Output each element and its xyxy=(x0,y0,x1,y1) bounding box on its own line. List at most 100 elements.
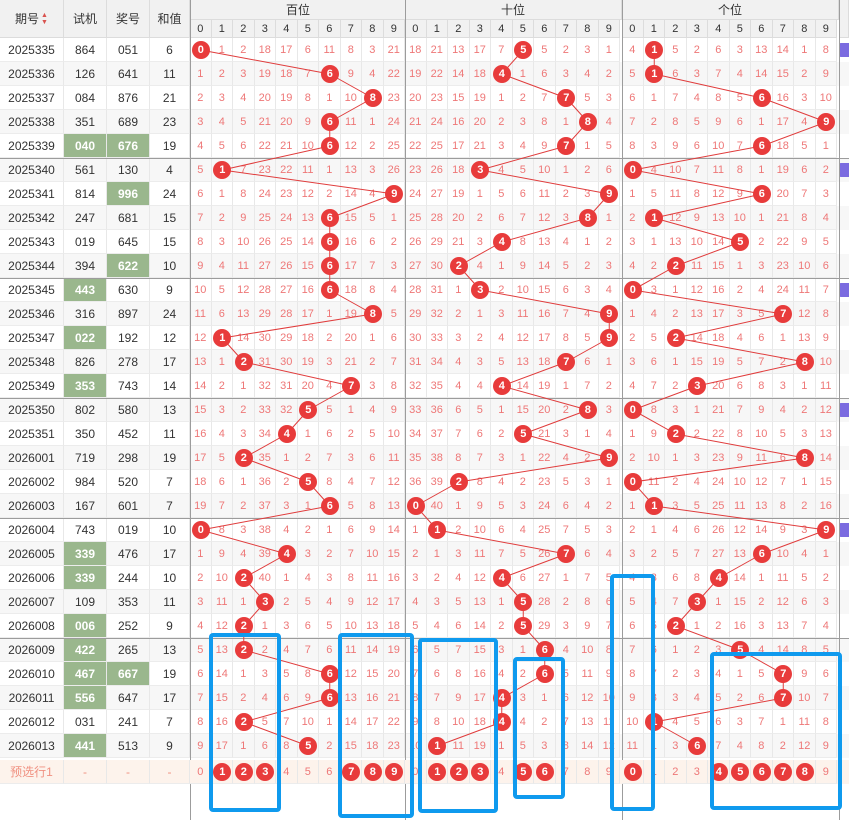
miss-count-cell: 4 xyxy=(598,278,620,302)
miss-count-cell: 9 xyxy=(815,326,837,350)
prediction-cell[interactable]: 8 xyxy=(577,760,599,784)
miss-count-cell: 1 xyxy=(555,110,577,134)
miss-count-cell: 8 xyxy=(555,326,577,350)
issue-cell: 2025339 xyxy=(0,134,64,158)
miss-count-cell: 4 xyxy=(362,62,384,86)
miss-count-cell: 24 xyxy=(534,494,556,518)
miss-count-cell: 1 xyxy=(794,374,816,398)
miss-count-cell: 27 xyxy=(426,182,448,206)
miss-count-cell: 8 xyxy=(708,86,730,110)
sum-cell: 15 xyxy=(150,206,190,230)
miss-count-cell: 34 xyxy=(426,350,448,374)
sort-arrow-icon[interactable]: ▲ ▼ xyxy=(41,11,48,26)
miss-count-cell: 13 xyxy=(751,494,773,518)
miss-count-cell: 5 xyxy=(512,542,534,566)
miss-count-cell: 25 xyxy=(534,518,556,542)
trial-cell: 040 xyxy=(64,134,107,158)
miss-count-cell: 7 xyxy=(233,158,255,182)
miss-count-cell: 16 xyxy=(815,494,837,518)
miss-count-cell: 1 xyxy=(491,86,513,110)
miss-count-cell: 3 xyxy=(577,182,599,206)
miss-count-cell: 8 xyxy=(622,134,644,158)
miss-count-cell: 21 xyxy=(426,38,448,62)
header-tens-digit: 5 xyxy=(512,20,534,38)
miss-count-cell: 5 xyxy=(362,422,384,446)
miss-count-cell: 3 xyxy=(319,566,341,590)
miss-count-cell: 5 xyxy=(512,158,534,182)
miss-count-cell: 1 xyxy=(622,302,644,326)
miss-count-cell: 16 xyxy=(340,230,362,254)
header-tens-digit: 2 xyxy=(448,20,470,38)
miss-count-cell: 4 xyxy=(276,518,298,542)
highlight-box xyxy=(710,652,842,810)
prediction-cell[interactable]: 5 xyxy=(297,760,319,784)
digit-cell xyxy=(751,86,773,110)
miss-count-cell: 18 xyxy=(276,62,298,86)
miss-count-cell: 3 xyxy=(729,38,751,62)
miss-count-cell: 7 xyxy=(383,350,405,374)
miss-count-cell: 2 xyxy=(622,326,644,350)
miss-count-cell: 3 xyxy=(233,422,255,446)
miss-count-cell: 13 xyxy=(190,350,212,374)
miss-count-cell: 3 xyxy=(729,302,751,326)
miss-count-cell: 21 xyxy=(534,422,556,446)
miss-count-cell: 12 xyxy=(190,326,212,350)
miss-count-cell: 4 xyxy=(598,422,620,446)
prediction-cell[interactable]: 3 xyxy=(686,760,708,784)
miss-count-cell: 12 xyxy=(233,278,255,302)
sum-cell: 10 xyxy=(150,518,190,542)
sum-cell: 14 xyxy=(150,374,190,398)
prize-cell: 689 xyxy=(107,110,150,134)
miss-count-cell: 36 xyxy=(405,470,427,494)
miss-count-cell: 6 xyxy=(469,422,491,446)
miss-count-cell: 1 xyxy=(622,494,644,518)
miss-count-cell: 10 xyxy=(190,278,212,302)
miss-count-cell: 5 xyxy=(319,614,341,638)
winning-ball: 8 xyxy=(578,209,597,227)
miss-count-cell: 2 xyxy=(319,182,341,206)
miss-count-cell: 3 xyxy=(211,230,233,254)
miss-count-cell: 3 xyxy=(276,614,298,638)
miss-count-cell: 2 xyxy=(448,518,470,542)
miss-count-cell: 20 xyxy=(254,86,276,110)
miss-count-cell: 12 xyxy=(729,518,751,542)
miss-count-cell: 26 xyxy=(276,254,298,278)
miss-count-cell: 4 xyxy=(233,86,255,110)
miss-count-cell: 1 xyxy=(577,230,599,254)
miss-count-cell: 2 xyxy=(405,542,427,566)
header-tens-digit: 6 xyxy=(534,20,556,38)
miss-count-cell: 11 xyxy=(469,542,491,566)
miss-count-cell: 22 xyxy=(254,134,276,158)
miss-count-cell: 8 xyxy=(729,158,751,182)
prediction-dash: - xyxy=(64,760,107,784)
winning-ball: 0 xyxy=(191,521,210,539)
miss-count-cell: 38 xyxy=(426,446,448,470)
miss-count-cell: 4 xyxy=(751,278,773,302)
miss-count-cell: 2 xyxy=(491,110,513,134)
miss-count-cell: 3 xyxy=(686,446,708,470)
sum-cell: 4 xyxy=(150,158,190,182)
miss-count-cell: 9 xyxy=(772,518,794,542)
miss-count-cell: 1 xyxy=(598,38,620,62)
miss-count-cell: 4 xyxy=(815,614,837,638)
miss-count-cell: 2 xyxy=(598,374,620,398)
miss-count-cell: 1 xyxy=(491,254,513,278)
prediction-cell[interactable]: 2 xyxy=(665,760,687,784)
winning-ball: 6 xyxy=(320,257,339,275)
prize-cell: 019 xyxy=(107,518,150,542)
miss-count-cell: 13 xyxy=(469,590,491,614)
miss-count-cell: 5 xyxy=(794,566,816,590)
digit-cell xyxy=(751,134,773,158)
miss-count-cell: 1 xyxy=(643,230,665,254)
miss-count-cell: 5 xyxy=(686,494,708,518)
miss-count-cell: 9 xyxy=(577,614,599,638)
miss-count-cell: 4 xyxy=(319,590,341,614)
miss-count-cell: 1 xyxy=(555,374,577,398)
miss-count-cell: 7 xyxy=(729,134,751,158)
miss-count-cell: 3 xyxy=(491,446,513,470)
trial-cell: 351 xyxy=(64,110,107,134)
miss-count-cell: 17 xyxy=(340,254,362,278)
digit-cell xyxy=(233,350,255,374)
header-issue[interactable]: 期号 ▲ ▼ xyxy=(0,0,64,38)
miss-count-cell: 32 xyxy=(405,374,427,398)
